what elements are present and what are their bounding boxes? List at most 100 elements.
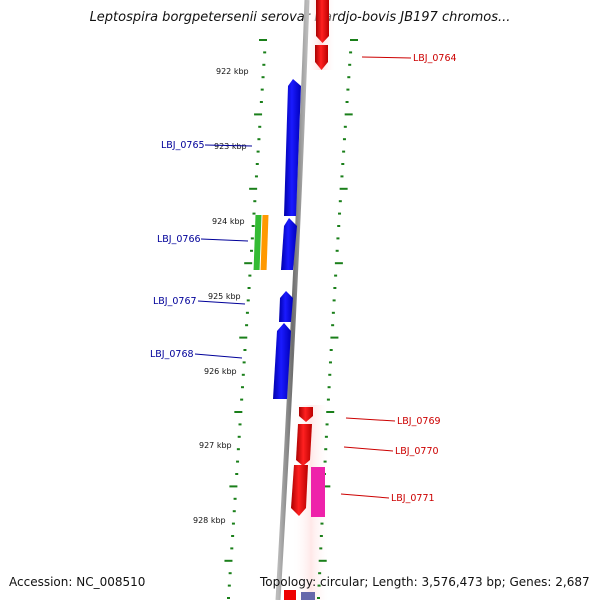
tick-mark bbox=[263, 51, 267, 54]
accession-text: Accession: NC_008510 bbox=[9, 575, 146, 589]
tick-mark bbox=[332, 299, 336, 302]
tick-mark bbox=[326, 411, 335, 413]
tick-mark bbox=[240, 398, 244, 401]
tick-mark bbox=[237, 435, 241, 438]
tick-mark bbox=[245, 324, 249, 327]
tick-mark bbox=[335, 249, 339, 252]
tick-mark bbox=[259, 101, 263, 103]
gene-feature-lbj-0764[interactable] bbox=[315, 45, 328, 70]
tick-mark bbox=[320, 522, 324, 525]
tick-mark bbox=[342, 138, 346, 141]
tick-mark bbox=[327, 386, 331, 389]
tick-mark bbox=[349, 51, 353, 54]
tick-mark bbox=[338, 200, 342, 203]
tick-mark bbox=[241, 373, 245, 376]
tick-mark bbox=[334, 262, 343, 265]
feature-green[interactable] bbox=[253, 215, 262, 270]
gene-feature-lbj-0771[interactable] bbox=[291, 465, 308, 516]
gene-label-lbj-0764[interactable]: LBJ_0764 bbox=[413, 53, 457, 64]
label-connectors bbox=[194, 56, 412, 499]
tick-mark bbox=[239, 336, 248, 339]
tick-mark bbox=[334, 274, 338, 277]
label-connector bbox=[340, 493, 390, 499]
gene-label-lbj-0770[interactable]: LBJ_0770 bbox=[395, 446, 439, 457]
label-connector bbox=[204, 144, 253, 147]
tick-mark bbox=[257, 138, 261, 141]
tick-marks bbox=[224, 39, 358, 599]
gene-feature-bottom-1[interactable] bbox=[284, 590, 296, 600]
tick-mark bbox=[333, 287, 337, 289]
tick-mark bbox=[245, 311, 249, 314]
tick-mark bbox=[331, 311, 335, 314]
tick-mark bbox=[341, 163, 345, 165]
gene-label-lbj-0771[interactable]: LBJ_0771 bbox=[391, 493, 435, 504]
tick-mark bbox=[231, 535, 235, 537]
gene-label-lbj-0768[interactable]: LBJ_0768 bbox=[150, 349, 194, 360]
gene-label-lbj-0766[interactable]: LBJ_0766 bbox=[157, 234, 201, 245]
gene-label-lbj-0767[interactable]: LBJ_0767 bbox=[153, 296, 197, 307]
kbp-label: 922 kbp bbox=[216, 67, 249, 76]
tick-mark bbox=[336, 237, 340, 240]
gene-label-lbj-0765[interactable]: LBJ_0765 bbox=[161, 140, 205, 151]
tick-mark bbox=[260, 88, 264, 91]
tick-mark bbox=[337, 225, 341, 227]
tick-mark bbox=[243, 349, 247, 351]
tick-mark bbox=[326, 398, 330, 401]
tick-mark bbox=[342, 150, 346, 153]
tick-mark bbox=[324, 448, 328, 451]
tick-mark bbox=[339, 187, 348, 190]
gene-feature-lbj-0767[interactable] bbox=[279, 291, 293, 322]
tick-mark bbox=[238, 423, 242, 426]
tick-mark bbox=[343, 125, 347, 128]
gene-feature-lbj-0769[interactable] bbox=[299, 407, 313, 422]
tick-mark bbox=[340, 175, 344, 178]
tick-mark bbox=[247, 287, 251, 289]
tick-mark bbox=[346, 88, 350, 91]
tick-mark bbox=[253, 200, 257, 203]
tick-mark bbox=[345, 101, 349, 103]
gene-feature-lbj-0766[interactable] bbox=[281, 218, 297, 270]
gene-feature-lbj-0770[interactable] bbox=[296, 424, 312, 466]
tick-mark bbox=[331, 324, 335, 327]
feature-magenta[interactable] bbox=[311, 467, 325, 517]
label-connector bbox=[200, 238, 249, 242]
kbp-label: 926 kbp bbox=[204, 367, 237, 376]
tick-mark bbox=[254, 113, 263, 116]
tick-mark bbox=[252, 212, 256, 215]
label-connector bbox=[345, 417, 396, 422]
tick-mark bbox=[233, 497, 237, 500]
kbp-label: 927 kbp bbox=[199, 441, 232, 450]
kbp-label: 924 kbp bbox=[212, 217, 245, 226]
tick-mark bbox=[250, 249, 254, 252]
tick-mark bbox=[242, 361, 246, 364]
label-connector bbox=[343, 446, 394, 452]
tick-mark bbox=[227, 584, 231, 587]
tick-mark bbox=[232, 510, 236, 513]
tick-mark bbox=[261, 76, 265, 79]
gene-label-lbj-0769[interactable]: LBJ_0769 bbox=[397, 416, 441, 427]
tick-mark bbox=[251, 225, 255, 227]
tick-mark bbox=[325, 423, 329, 426]
gene-feature-top-1[interactable] bbox=[316, 0, 329, 43]
tick-mark bbox=[319, 535, 323, 537]
tick-mark bbox=[328, 361, 332, 364]
tick-mark bbox=[318, 559, 327, 562]
tick-mark bbox=[248, 274, 252, 277]
tick-mark bbox=[235, 473, 239, 475]
gene-feature-lbj-0765[interactable] bbox=[284, 79, 301, 216]
gene-feature-lbj-0768[interactable] bbox=[273, 323, 291, 399]
feature-orange[interactable] bbox=[260, 215, 269, 270]
gene-feature-bottom-2[interactable] bbox=[301, 592, 315, 600]
genome-summary: Topology: circular; Length: 3,576,473 bp… bbox=[260, 575, 590, 589]
tick-mark bbox=[229, 485, 238, 488]
tick-mark bbox=[317, 584, 321, 587]
tick-mark bbox=[231, 522, 235, 525]
tick-mark bbox=[255, 163, 259, 165]
tick-mark bbox=[350, 39, 358, 41]
tick-mark bbox=[323, 460, 327, 463]
tick-mark bbox=[322, 485, 331, 488]
gene-labels: LBJ_0764 LBJ_0765 LBJ_0766 LBJ_0767 LBJ_… bbox=[150, 53, 457, 504]
kbp-scale: 922 kbp 923 kbp 924 kbp 925 kbp 926 kbp … bbox=[193, 67, 249, 525]
kbp-label: 923 kbp bbox=[214, 142, 247, 151]
